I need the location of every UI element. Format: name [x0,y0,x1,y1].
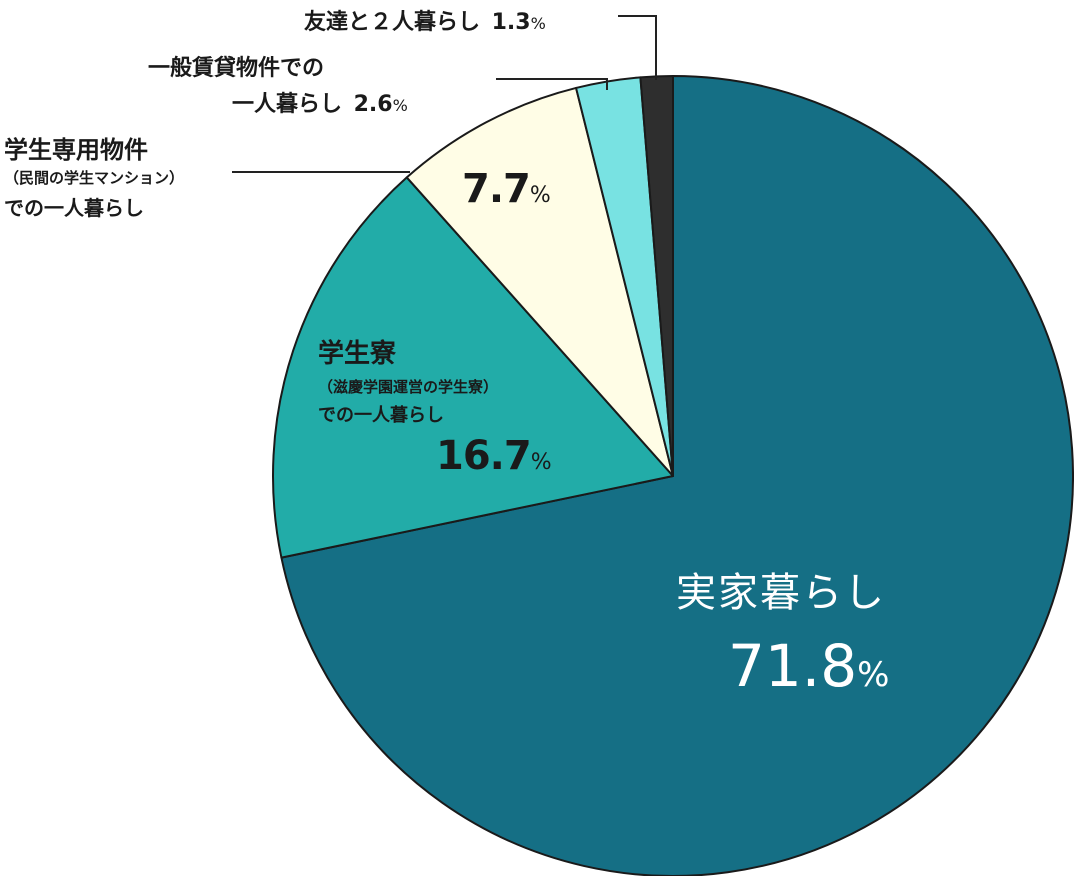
label-ryo-sub2: での一人暮らし [318,405,444,426]
label-tomodachi-text: 友達と２人暮らし [304,10,481,35]
label-senyo-title: 学生専用物件 [4,136,148,164]
label-jikka-title: 実家暮らし [676,570,886,616]
label-ryo-value: 16.7 [436,433,532,479]
label-ryo-pct: % [530,450,552,475]
label-tomodachi-pct: % [530,14,546,33]
leader-line-ippan [496,78,608,90]
label-ippan-line1: 一般賃貸物件での [148,56,325,81]
slice-gakusei-senyo [405,86,674,477]
label-ryo-title: 学生寮 [318,339,397,369]
label-ryo: 学生寮 （滋慶学園運営の学生寮） での一人暮らし 16.7% [318,333,552,479]
label-jikka: 実家暮らし 71.8% [676,560,889,700]
label-jikka-pct: % [857,655,890,695]
label-ippan-pct: % [392,96,408,115]
label-ryo-sub: （滋慶学園運営の学生寮） [318,378,499,396]
label-senyo-value-wrap: 7.7% [462,166,551,212]
leader-line-tomodachi [618,15,657,80]
label-tomodachi-value: 1.3 [491,10,531,35]
label-senyo-sub2: での一人暮らし [4,196,144,220]
label-jikka-value: 71.8 [728,632,858,700]
label-senyo-sub: （民間の学生マンション） [4,169,185,187]
label-tomodachi: 友達と２人暮らし 1.3% [304,4,546,36]
label-ippan: 一般賃貸物件での 一人暮らし 2.6% [148,50,408,118]
label-senyo-value: 7.7 [462,166,531,212]
slice-jikka [280,75,1074,876]
label-ippan-line2: 一人暮らし [232,92,343,117]
slice-gakuseiryo [272,176,674,559]
label-senyo-pct: % [529,183,551,208]
label-ippan-value: 2.6 [353,92,393,117]
label-senyo: 学生専用物件 （民間の学生マンション） での一人暮らし [4,130,184,221]
